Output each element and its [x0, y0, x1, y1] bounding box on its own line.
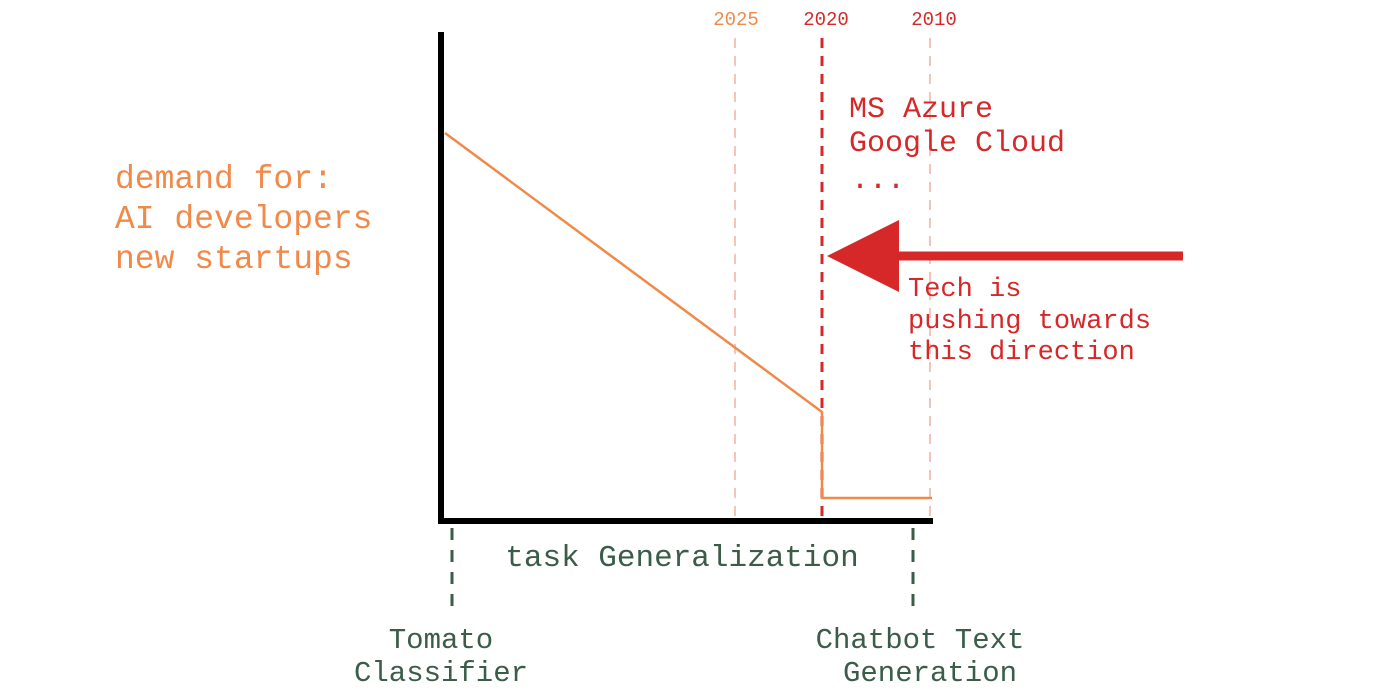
arrow-label-line-1: Tech is	[908, 275, 1021, 305]
demand-curve	[444, 131, 932, 500]
left-endpoint-label-line-2: Classifier	[354, 657, 528, 690]
right-endpoint-label-line-1: Chatbot Text	[816, 624, 1025, 657]
arrow-label-line-2: pushing towards	[908, 307, 1151, 337]
demand-label-line-3: new startups	[115, 241, 353, 278]
demand-label-line-1: demand for:	[115, 161, 333, 198]
x-axis-label: task Generalization	[505, 541, 858, 576]
cloud-label-line-2: Google Cloud	[849, 127, 1065, 161]
cloud-label-line-3: ...	[851, 164, 905, 198]
arrow-label-line-3: this direction	[908, 338, 1135, 368]
right-endpoint-label-line-2: Generation	[843, 657, 1017, 690]
cloud-label-line-1: MS Azure	[849, 93, 993, 127]
year-label-2025: 2025	[713, 9, 759, 31]
demand-label-line-2: AI developers	[115, 201, 372, 238]
left-endpoint-label-line-1: Tomato	[389, 624, 493, 657]
year-label-2010: 2010	[911, 9, 957, 31]
year-label-2020: 2020	[803, 9, 849, 31]
